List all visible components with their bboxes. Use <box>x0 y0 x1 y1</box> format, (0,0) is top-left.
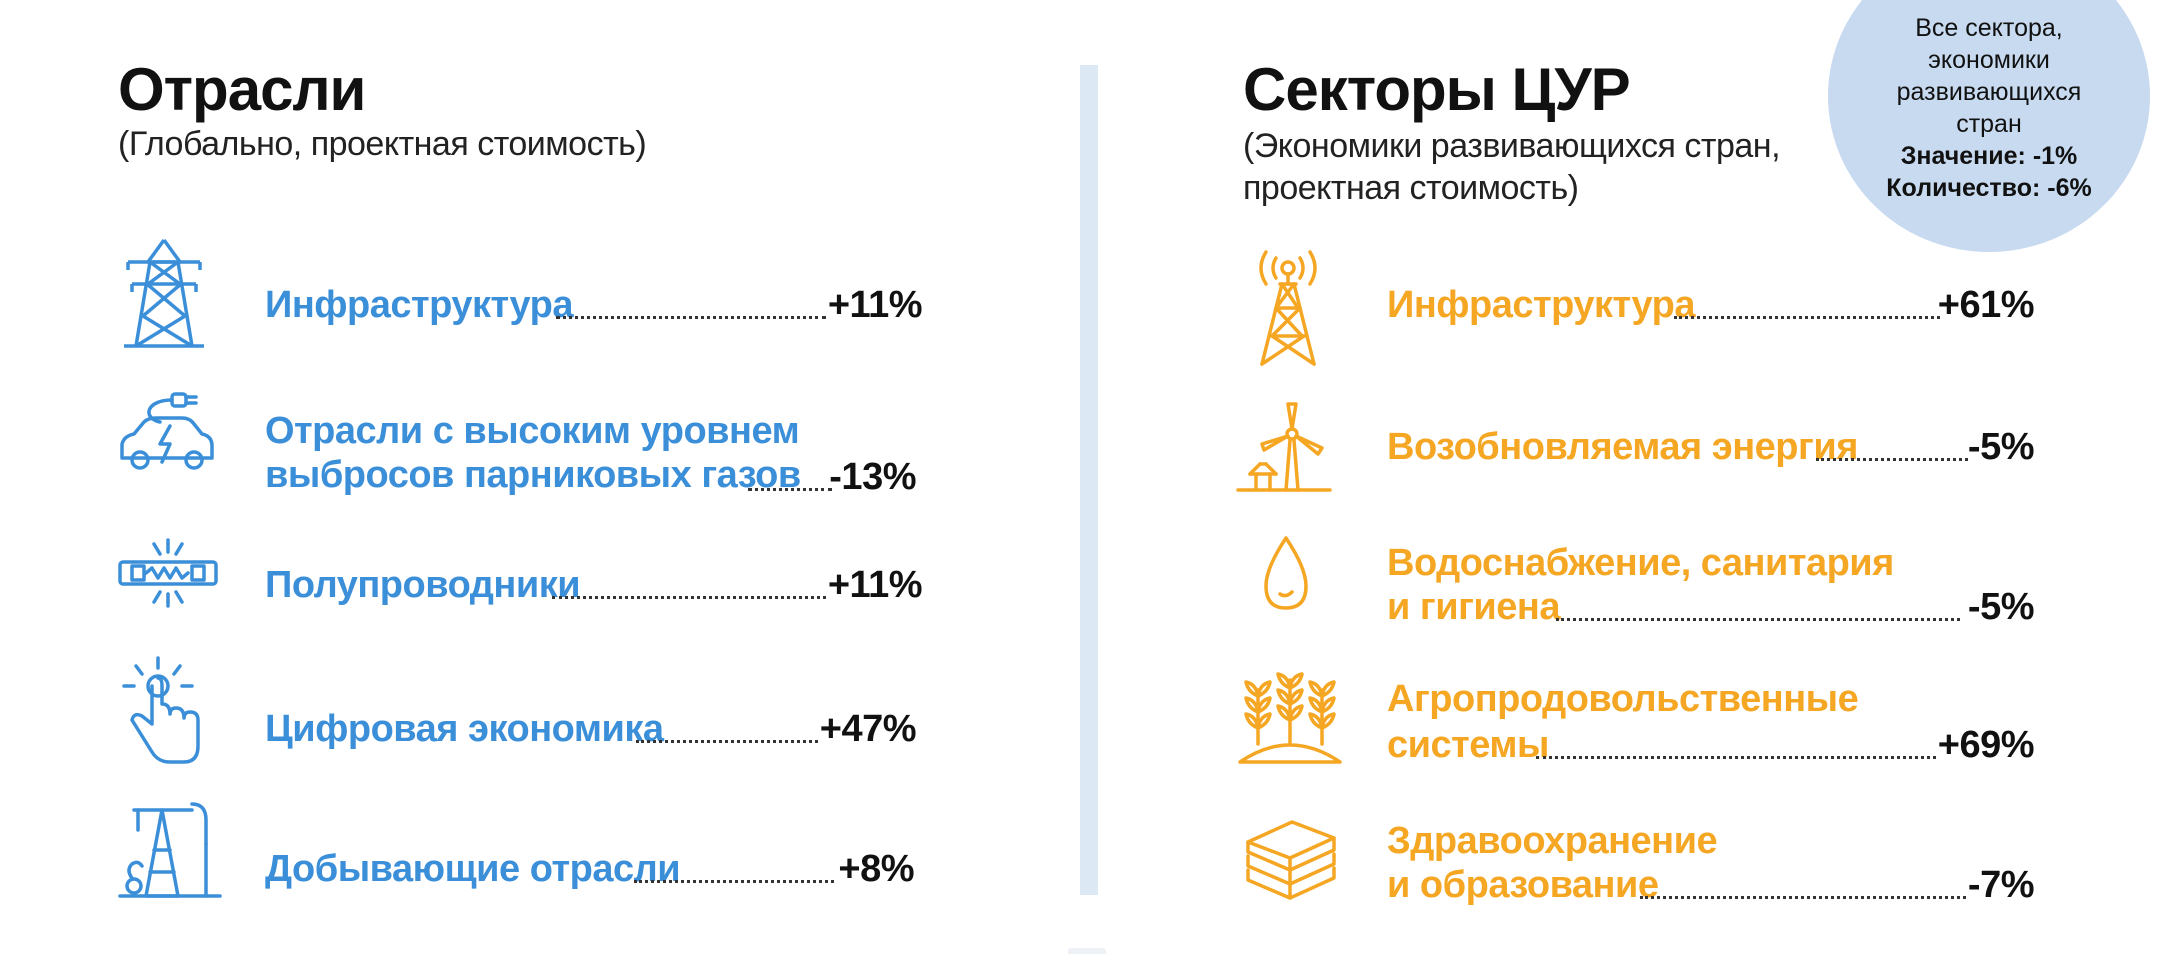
page-scroll-hint <box>1068 948 1106 954</box>
left-item-5-value: +8% <box>838 848 914 890</box>
right-subtitle-line1: (Экономики развивающихся стран, <box>1243 127 1781 165</box>
right-item-2-leader <box>1816 458 1968 461</box>
right-item-4-value: +69% <box>1937 724 2035 766</box>
left-item-1-leader <box>556 316 826 319</box>
left-item-2-label-line2: выбросов парниковых газов <box>265 454 801 496</box>
left-item-4-label: Цифровая экономика <box>265 708 664 750</box>
right-item-1-label: Инфраструктура <box>1387 284 1696 326</box>
left-item-1-label: Инфраструктура <box>265 284 574 326</box>
right-item-3-value: -5% <box>1967 586 2035 628</box>
bubble-value: Значение: -1% <box>1900 142 2078 170</box>
left-item-3-label: Полупроводники <box>265 564 581 606</box>
left-item-4-value: +47% <box>819 708 917 750</box>
right-item-1-value: +61% <box>1937 284 2035 326</box>
left-item-1-value: +11% <box>827 284 923 326</box>
water-drop-icon <box>1258 534 1314 619</box>
left-item-3-value: +11% <box>827 564 923 606</box>
right-item-4-leader <box>1536 756 1936 759</box>
bubble-line-2: экономики <box>1928 46 2050 74</box>
right-title: Секторы ЦУР <box>1243 56 1631 123</box>
bubble-line-3: развивающихся <box>1896 78 2082 106</box>
right-item-2-value: -5% <box>1967 426 2035 468</box>
left-item-4-leader <box>636 740 818 743</box>
wind-turbine-icon <box>1236 400 1332 499</box>
right-item-5-leader <box>1640 896 1966 899</box>
left-title: Отрасли <box>118 56 366 123</box>
left-item-5-label: Добывающие отрасли <box>265 848 681 890</box>
right-item-5-label-line1: Здравоохранение <box>1387 820 1718 862</box>
right-subtitle-line2: проектная стоимость) <box>1243 169 1579 207</box>
radio-tower-icon <box>1250 250 1326 371</box>
left-item-2-value: -13% <box>829 456 916 498</box>
oil-pump-icon <box>118 800 222 905</box>
right-item-5-value: -7% <box>1967 864 2035 906</box>
left-item-2-leader <box>748 488 832 491</box>
bubble-line-4: стран <box>1956 110 2022 138</box>
right-item-3-leader <box>1556 618 1960 621</box>
right-item-2-label: Возобновляемая энергия <box>1387 426 1858 468</box>
right-item-1-leader <box>1674 316 1940 319</box>
bubble-count: Количество: -6% <box>1886 174 2092 202</box>
left-subtitle: (Глобально, проектная стоимость) <box>118 125 647 163</box>
books-icon <box>1242 818 1338 907</box>
right-item-5-label-line2: и образование <box>1387 864 1659 906</box>
power-tower-icon <box>118 236 210 353</box>
right-item-4-label-line1: Агропродовольственные <box>1387 678 1859 720</box>
column-divider <box>1080 65 1098 895</box>
left-item-5-leader <box>634 880 834 883</box>
right-item-3-label-line1: Водоснабжение, санитария <box>1387 542 1894 584</box>
summary-bubble-text: Все сектора, экономики развивающихся стр… <box>1828 12 2150 204</box>
right-item-3-label-line2: и гигиена <box>1387 586 1561 628</box>
semiconductor-icon <box>116 538 220 615</box>
summary-bubble <box>1828 0 2150 252</box>
left-item-2-label-line1: Отрасли с высоким уровнем <box>265 410 800 452</box>
bubble-line-1: Все сектора, <box>1915 14 2063 42</box>
right-item-4-label-line2: системы <box>1387 724 1549 766</box>
wheat-icon <box>1236 670 1344 771</box>
electric-car-icon <box>116 388 216 483</box>
left-item-3-leader <box>552 596 826 599</box>
touch-finger-icon <box>118 656 204 773</box>
